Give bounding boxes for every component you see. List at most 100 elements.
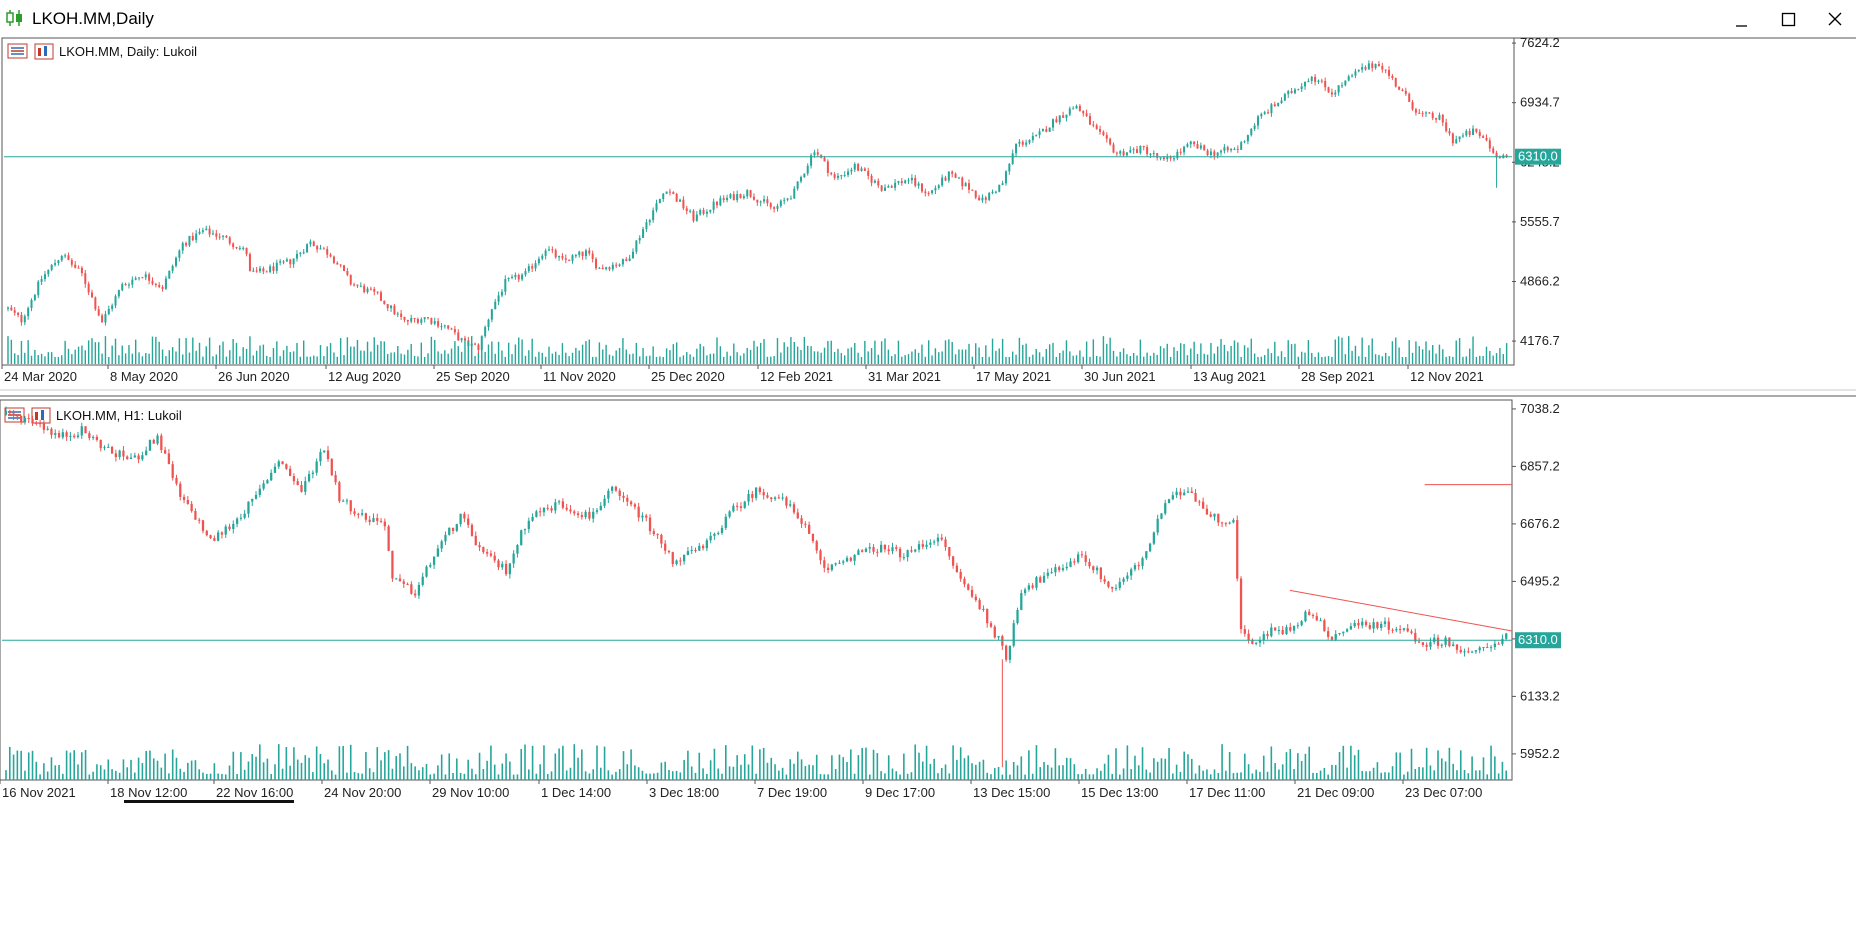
x-tick-label: 12 Aug 2020 <box>328 369 401 384</box>
candle-body <box>641 515 644 518</box>
candle-body <box>789 198 792 200</box>
candle-body <box>951 171 954 174</box>
candle-body <box>379 520 383 522</box>
candle-body <box>1039 577 1042 583</box>
candle-body <box>776 206 779 209</box>
candle-body <box>1139 145 1142 153</box>
candle-body <box>1194 493 1197 502</box>
candle-body <box>1233 148 1236 150</box>
indicator-list-icon[interactable] <box>7 43 28 59</box>
candle-body <box>1292 626 1296 631</box>
candle-body <box>1001 183 1004 185</box>
candle-body <box>838 562 841 564</box>
candle-body <box>682 199 685 209</box>
candle-body <box>694 550 697 552</box>
candle-body <box>144 274 147 278</box>
candle-body <box>611 486 614 491</box>
candle-body <box>326 248 329 255</box>
candle-body <box>1327 631 1330 637</box>
candle-body <box>736 194 739 201</box>
candle-body <box>955 565 959 572</box>
candle-body <box>376 291 379 293</box>
candle-body <box>275 262 278 271</box>
candle-body <box>631 251 635 259</box>
candle-body <box>1287 91 1290 95</box>
candle-body <box>1052 119 1055 128</box>
candle-body <box>951 556 955 566</box>
candle-body <box>400 313 403 317</box>
candle-body <box>1440 644 1443 646</box>
candle-body <box>1304 81 1307 87</box>
candle-body <box>1012 623 1015 646</box>
candle-body <box>742 196 745 199</box>
candle-body <box>1468 131 1471 135</box>
candle-body <box>372 517 375 522</box>
candle-body <box>332 256 335 263</box>
candle-body <box>736 505 739 507</box>
candle-body <box>660 534 663 544</box>
candle-body <box>1045 129 1048 132</box>
candle-body <box>1444 637 1447 645</box>
candle-body <box>336 262 339 265</box>
candle-body <box>1069 561 1072 567</box>
candle-body <box>1307 80 1310 82</box>
candle-body <box>648 220 651 223</box>
candle-body <box>565 507 568 510</box>
candle-body <box>487 319 490 328</box>
candle-body <box>156 435 159 444</box>
chart-type-icon[interactable] <box>34 43 54 60</box>
candle-body <box>1085 113 1088 117</box>
candle-body <box>99 439 102 449</box>
close-button[interactable] <box>1815 6 1855 32</box>
maximize-button[interactable] <box>1768 6 1808 32</box>
candle-body <box>101 315 104 323</box>
candle-body <box>924 191 927 194</box>
candle-body <box>179 483 182 497</box>
candle-body <box>46 428 49 430</box>
candle-body <box>1115 152 1118 154</box>
x-tick-label: 3 Dec 18:00 <box>649 785 719 800</box>
candle-body <box>713 533 716 536</box>
candle-body <box>910 550 913 552</box>
x-tick-label: 23 Dec 07:00 <box>1405 785 1482 800</box>
candle-body <box>386 304 389 309</box>
candle-body <box>739 194 742 199</box>
candle-body <box>376 517 379 521</box>
candle-body <box>436 548 440 557</box>
candle-body <box>1142 145 1145 148</box>
candle-body <box>225 235 228 238</box>
candle-body <box>877 180 880 186</box>
candle-body <box>629 501 633 505</box>
candle-body <box>1488 140 1491 149</box>
candle-body <box>1099 129 1102 132</box>
candle-body <box>917 183 920 186</box>
minimize-button[interactable] <box>1720 6 1760 32</box>
candle-body <box>158 285 161 287</box>
candle-body <box>603 498 606 506</box>
candle-body <box>1243 141 1246 143</box>
candle-body <box>658 199 661 204</box>
candle-body <box>148 439 152 451</box>
candle-body <box>1103 579 1106 582</box>
candle-body <box>783 199 786 201</box>
candle-body <box>1401 89 1404 91</box>
candle-body <box>800 518 803 524</box>
candle-body <box>1169 157 1172 159</box>
candle-body <box>205 530 208 536</box>
chart-type-icon[interactable] <box>31 407 51 424</box>
candle-body <box>947 171 950 181</box>
candle-body <box>478 545 481 548</box>
candle-body <box>645 515 648 518</box>
candle-body <box>1347 76 1350 81</box>
scroll-indicator[interactable] <box>124 800 294 803</box>
candle-body <box>944 177 947 181</box>
candle-body <box>656 534 659 536</box>
candle-body <box>625 259 628 261</box>
candle-body <box>54 433 57 435</box>
candle-body <box>719 198 722 206</box>
y-tick-label: 7624.2 <box>1520 36 1560 50</box>
candle-body <box>1031 585 1034 588</box>
candle-body <box>459 513 462 525</box>
candle-body <box>1038 131 1041 136</box>
